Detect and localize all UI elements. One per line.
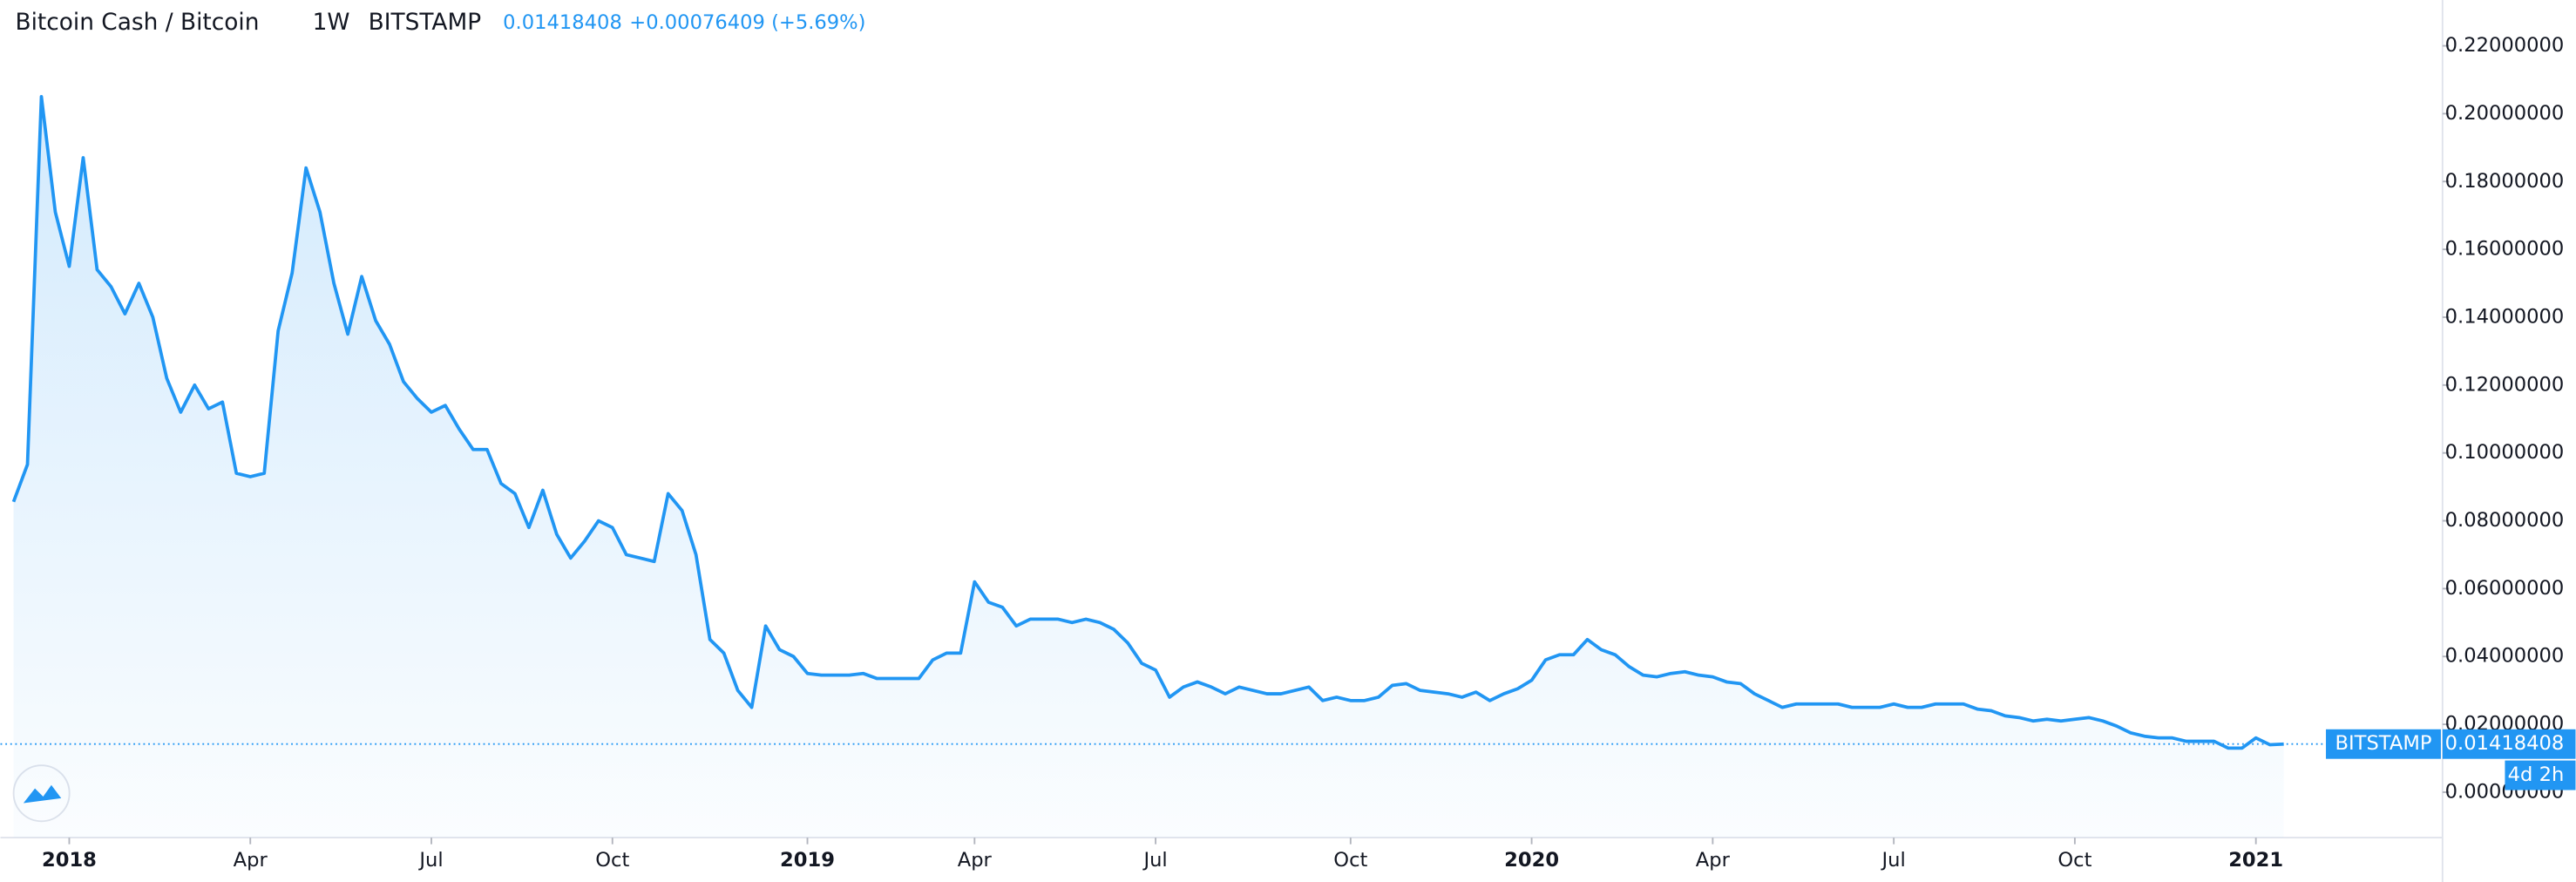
x-tick-label: 2019 [780, 849, 835, 872]
price-line [11, 95, 2284, 750]
x-tick-label: Oct [595, 849, 629, 872]
exchange-tag-bg [2326, 729, 2441, 759]
symbol-title[interactable]: Bitcoin Cash / Bitcoin [15, 10, 259, 36]
price-tag: 0.01418408 [2445, 732, 2565, 755]
interval[interactable]: 1W [313, 10, 350, 36]
y-tick-label: 0.08000000 [2445, 509, 2565, 532]
x-tick-label: Jul [417, 849, 443, 872]
y-tick-label: 0.04000000 [2445, 645, 2565, 668]
y-tick-label: 0.18000000 [2445, 170, 2565, 193]
countdown: 4d 2h [2508, 763, 2565, 786]
x-tick-label: Jul [1142, 849, 1167, 872]
last-price: 0.01418408 [503, 11, 622, 34]
area-fill [13, 96, 2284, 838]
y-tick-label: 0.12000000 [2445, 373, 2565, 396]
x-tick-label: Oct [1333, 849, 1367, 872]
x-tick-label: Oct [2057, 849, 2091, 872]
x-tick-label: Jul [1880, 849, 1905, 872]
price-change: +0.00076409 (+5.69%) [629, 11, 865, 34]
exchange: BITSTAMP [369, 10, 482, 36]
y-tick-label: 0.16000000 [2445, 238, 2565, 261]
x-tick-label: Apr [1696, 849, 1731, 872]
y-tick-label: 0.22000000 [2445, 34, 2565, 57]
y-tick-label: 0.20000000 [2445, 102, 2565, 125]
x-tick-label: 2021 [2228, 849, 2283, 872]
x-tick-label: 2018 [42, 849, 97, 872]
x-tick-label: 2020 [1504, 849, 1559, 872]
exchange-tag: BITSTAMP [2335, 732, 2431, 755]
x-tick-label: Apr [958, 849, 993, 872]
plot: 0.000000000.020000000.040000000.06000000… [0, 34, 2576, 872]
x-tick-label: Apr [234, 849, 268, 872]
countdown-bg [2505, 760, 2576, 790]
y-tick-label: 0.06000000 [2445, 577, 2565, 600]
y-tick-label: 0.10000000 [2445, 441, 2565, 464]
y-tick-label: 0.14000000 [2445, 305, 2565, 328]
price-tag-bg [2442, 729, 2576, 759]
